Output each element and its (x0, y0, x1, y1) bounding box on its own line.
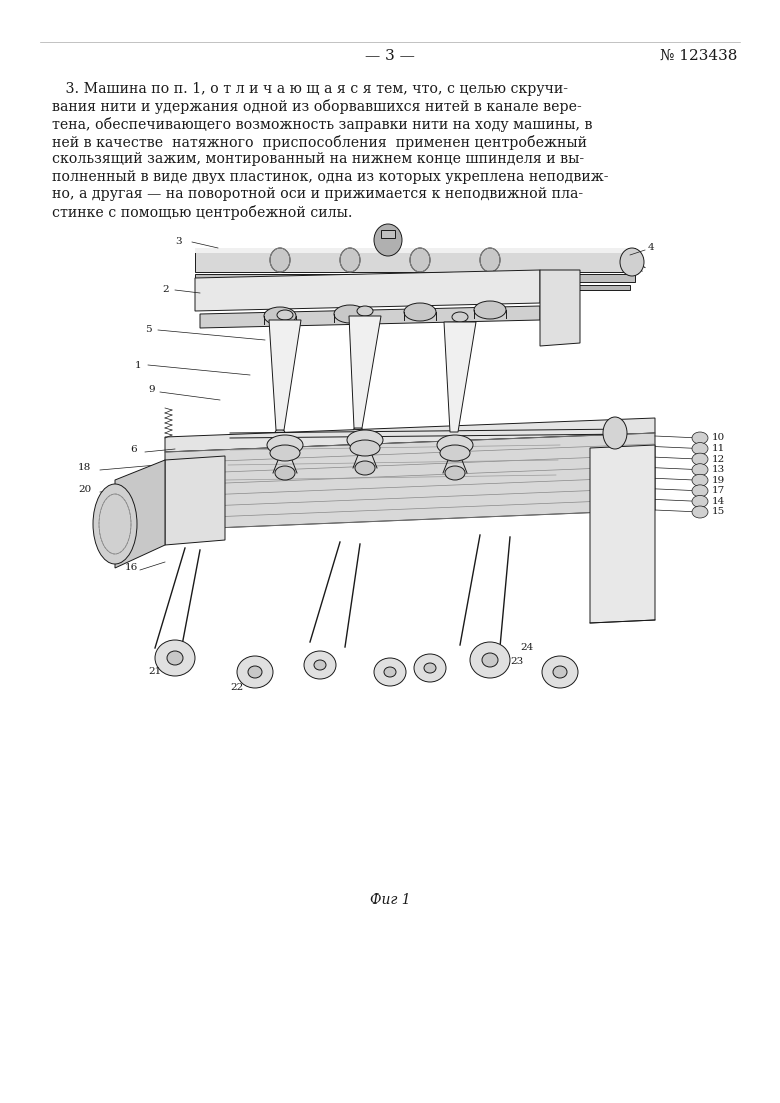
Ellipse shape (410, 248, 430, 272)
Polygon shape (195, 274, 635, 282)
Text: 1: 1 (135, 361, 142, 370)
Ellipse shape (237, 656, 273, 688)
Text: 3: 3 (175, 237, 182, 246)
Ellipse shape (264, 307, 296, 325)
Text: 24: 24 (520, 643, 534, 653)
Ellipse shape (480, 248, 500, 272)
Text: — 3 —: — 3 — (365, 49, 415, 63)
Polygon shape (200, 306, 540, 328)
Polygon shape (540, 270, 580, 346)
Text: 3. Машина по п. 1, о т л и ч а ю щ а я с я тем, что, с целью скручи-: 3. Машина по п. 1, о т л и ч а ю щ а я с… (52, 82, 568, 96)
Text: 13: 13 (712, 465, 725, 474)
Ellipse shape (270, 445, 300, 461)
Ellipse shape (553, 666, 567, 678)
Ellipse shape (155, 640, 195, 676)
Ellipse shape (445, 465, 465, 480)
Polygon shape (200, 285, 630, 290)
Ellipse shape (167, 651, 183, 665)
Text: 10: 10 (712, 433, 725, 442)
Ellipse shape (355, 461, 375, 475)
Ellipse shape (404, 303, 436, 321)
Ellipse shape (603, 417, 627, 449)
Polygon shape (590, 445, 655, 623)
Ellipse shape (620, 248, 644, 276)
Text: 22: 22 (230, 684, 243, 693)
Text: ней в качестве  натяжного  приспособления  применен центробежный: ней в качестве натяжного приспособления … (52, 135, 587, 150)
Ellipse shape (474, 301, 506, 319)
Ellipse shape (692, 495, 708, 507)
Polygon shape (444, 322, 476, 432)
Text: 4: 4 (648, 244, 654, 253)
Ellipse shape (248, 666, 262, 678)
Ellipse shape (275, 465, 295, 480)
Text: 14: 14 (712, 497, 725, 506)
Ellipse shape (277, 310, 293, 320)
Text: тена, обеспечивающего возможность заправки нити на ходу машины, в: тена, обеспечивающего возможность заправ… (52, 117, 593, 132)
Ellipse shape (692, 485, 708, 496)
Ellipse shape (692, 453, 708, 465)
Text: 11: 11 (712, 445, 725, 453)
Text: скользящий зажим, монтированный на нижнем конце шпинделя и вы-: скользящий зажим, монтированный на нижне… (52, 152, 584, 165)
Polygon shape (381, 231, 395, 238)
Text: полненный в виде двух пластинок, одна из которых укреплена неподвиж-: полненный в виде двух пластинок, одна из… (52, 170, 608, 183)
Ellipse shape (542, 656, 578, 688)
Ellipse shape (275, 429, 285, 437)
Text: вания нити и удержания одной из оборвавшихся нитей в канале вере-: вания нити и удержания одной из оборвавш… (52, 99, 582, 115)
Text: 6: 6 (130, 446, 136, 454)
Text: 12: 12 (712, 454, 725, 463)
Polygon shape (165, 418, 655, 452)
Text: 16: 16 (125, 564, 138, 572)
Ellipse shape (270, 248, 290, 272)
Text: Фиг 1: Фиг 1 (370, 893, 410, 907)
Text: 18: 18 (78, 463, 91, 472)
Ellipse shape (452, 312, 468, 322)
Polygon shape (165, 456, 225, 545)
Polygon shape (195, 270, 540, 311)
Text: 23: 23 (510, 657, 523, 666)
Ellipse shape (350, 440, 380, 456)
Polygon shape (115, 460, 165, 568)
Text: 17: 17 (712, 486, 725, 495)
Ellipse shape (267, 435, 303, 456)
Ellipse shape (357, 306, 373, 315)
Ellipse shape (692, 463, 708, 475)
Ellipse shape (347, 430, 383, 450)
Ellipse shape (304, 651, 336, 679)
Text: стинке с помощью центробежной силы.: стинке с помощью центробежной силы. (52, 204, 353, 219)
Ellipse shape (692, 474, 708, 486)
Polygon shape (165, 433, 655, 531)
Text: 5: 5 (145, 325, 151, 334)
Ellipse shape (424, 663, 436, 673)
Ellipse shape (440, 445, 470, 461)
Ellipse shape (314, 660, 326, 670)
Ellipse shape (384, 667, 396, 677)
Ellipse shape (374, 224, 402, 256)
Polygon shape (195, 248, 635, 253)
Ellipse shape (692, 442, 708, 454)
Ellipse shape (334, 306, 366, 323)
Text: 2: 2 (162, 286, 168, 295)
Ellipse shape (340, 248, 360, 272)
Text: но, а другая — на поворотной оси и прижимается к неподвижной пла-: но, а другая — на поворотной оси и прижи… (52, 188, 583, 201)
Text: 9: 9 (148, 386, 154, 395)
Text: 15: 15 (712, 507, 725, 516)
Ellipse shape (470, 642, 510, 678)
Text: 19: 19 (712, 475, 725, 485)
Ellipse shape (374, 658, 406, 686)
Ellipse shape (482, 653, 498, 667)
Polygon shape (269, 320, 301, 430)
Ellipse shape (692, 506, 708, 518)
Polygon shape (195, 248, 635, 272)
Ellipse shape (353, 427, 363, 435)
Text: 20: 20 (78, 485, 91, 494)
Ellipse shape (93, 484, 137, 564)
Polygon shape (349, 315, 381, 428)
Ellipse shape (414, 654, 446, 682)
Text: 21: 21 (148, 667, 161, 676)
Ellipse shape (449, 431, 459, 439)
Ellipse shape (437, 435, 473, 456)
Text: № 123438: № 123438 (660, 49, 737, 63)
Ellipse shape (692, 432, 708, 445)
